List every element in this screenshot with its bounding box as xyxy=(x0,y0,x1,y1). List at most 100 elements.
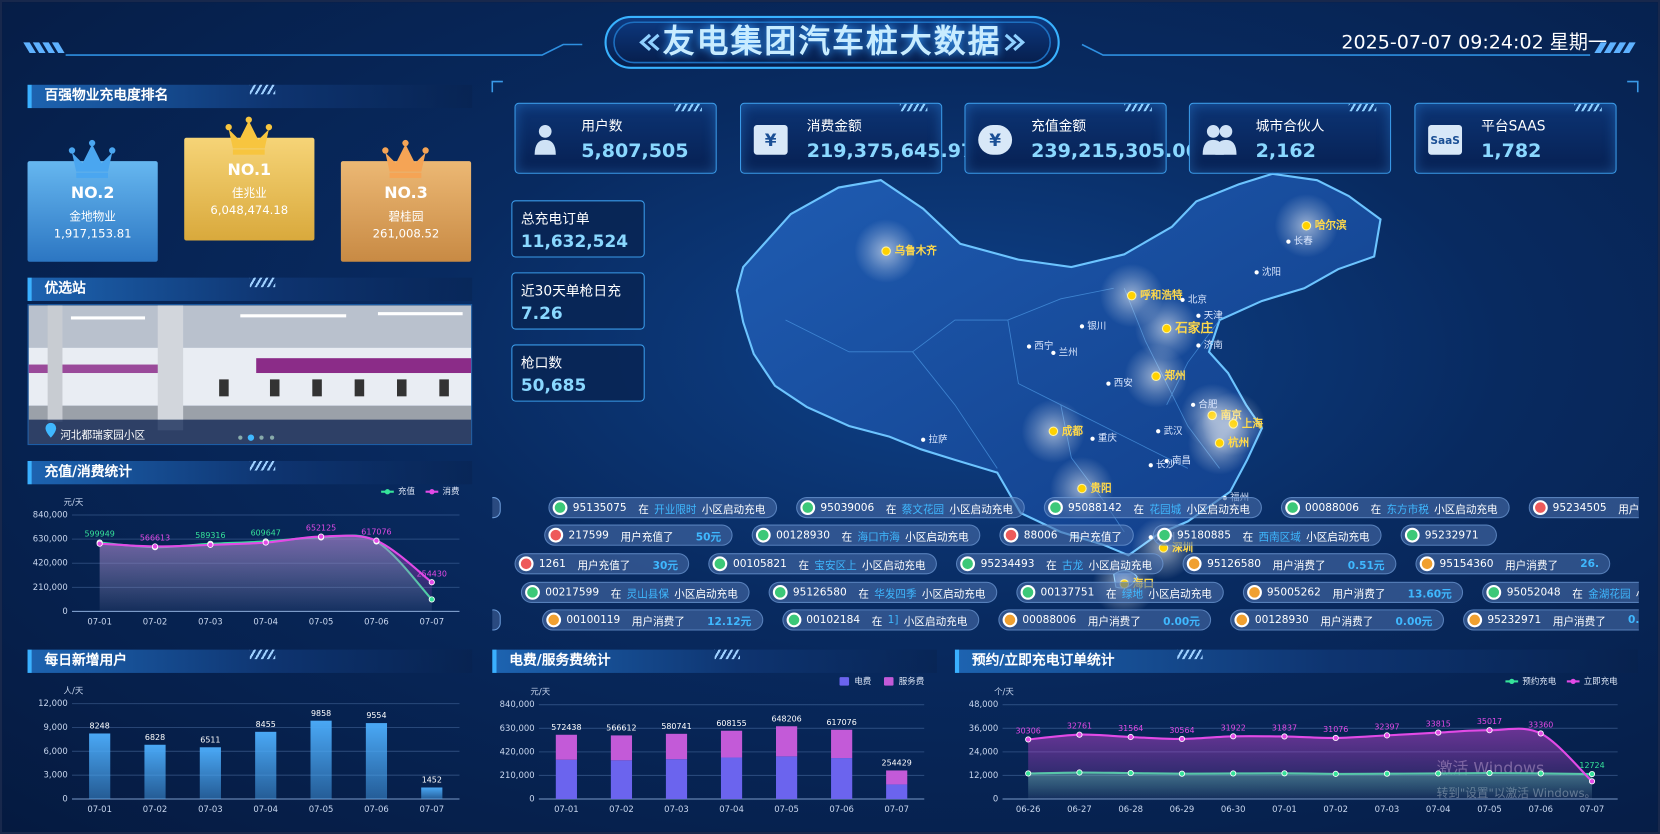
x-tick-label: 07-01 xyxy=(87,804,112,814)
panel-header: 电费/服务费统计 xyxy=(492,649,937,673)
ticker-arrow xyxy=(492,497,501,519)
city-label: 沈阳 xyxy=(1262,266,1281,278)
y-tick-label: 9,000 xyxy=(44,722,68,732)
value-label: 31922 xyxy=(1221,723,1246,732)
crown-band xyxy=(389,172,422,179)
bar xyxy=(144,744,166,800)
action: 在 xyxy=(1370,503,1382,516)
x-tick-label: 07-01 xyxy=(554,804,579,814)
place: 金湖花园 xyxy=(1588,588,1631,601)
point xyxy=(1486,770,1493,777)
icon-head xyxy=(1206,125,1220,138)
crown-shape xyxy=(385,144,426,172)
user-id: 95234493 xyxy=(980,557,1035,570)
total-label: 580741 xyxy=(661,722,691,731)
value-label: 12724 xyxy=(1579,761,1604,770)
place: 宝安区上 xyxy=(814,560,857,572)
city-label: 天津 xyxy=(1204,310,1224,321)
stat-value: 11,632,524 xyxy=(520,231,629,252)
x-tick-label: 07-03 xyxy=(198,804,223,814)
action: 在 xyxy=(1242,531,1254,544)
crown-gem xyxy=(245,116,252,123)
x-tick-label: 07-04 xyxy=(1426,804,1451,814)
icon-body xyxy=(534,139,556,155)
city-dot xyxy=(1286,239,1291,244)
action: 在 xyxy=(638,503,649,516)
photo xyxy=(28,305,472,445)
message: 95234493 在古龙 小区启动充电 xyxy=(956,553,1164,575)
amount: 0.51元 xyxy=(1347,560,1385,572)
action: 在 xyxy=(1106,588,1117,601)
city-label: 重庆 xyxy=(1098,432,1118,444)
action: 用户消费了 xyxy=(1320,616,1374,628)
bar-segment xyxy=(720,757,743,800)
kpi-label: 用户数 xyxy=(581,118,623,135)
message: 95039006 在蔡文花园 小区启动充电 xyxy=(796,497,1025,519)
city-dot xyxy=(1106,381,1111,386)
x-tick-label: 06-26 xyxy=(1016,804,1041,814)
y-tick-label: 0 xyxy=(529,794,534,804)
bar xyxy=(421,787,443,800)
point xyxy=(1383,732,1391,739)
point xyxy=(1281,733,1288,740)
header-line xyxy=(65,43,583,56)
message: 95088142 在花园城 小区启动充电 xyxy=(1043,497,1262,519)
crown-gem xyxy=(422,147,429,154)
amount: 50元 xyxy=(695,531,722,544)
message-icon xyxy=(1234,612,1250,628)
place: 花园城 xyxy=(1149,503,1182,516)
action-tail: 小区启动充电 xyxy=(921,588,986,601)
bar-segment xyxy=(776,726,798,757)
y-tick-label: 420,000 xyxy=(33,558,68,568)
city-dot xyxy=(1090,436,1095,441)
ticker-arrow xyxy=(492,609,501,631)
y-tick-label: 630,000 xyxy=(500,723,535,733)
action: 在 xyxy=(610,588,622,601)
city-label: 济南 xyxy=(1204,339,1223,351)
kpi-stripes xyxy=(1574,103,1602,112)
amount: 13.60元 xyxy=(1407,588,1452,601)
point xyxy=(1178,735,1186,743)
x-tick-label: 07-02 xyxy=(143,804,168,814)
panel-header: 预约/立即充电订单统计 xyxy=(954,649,1638,673)
message-icon xyxy=(1284,500,1300,516)
bar xyxy=(310,720,332,800)
message-icon xyxy=(518,556,534,572)
icon-head xyxy=(538,125,552,138)
x-tick-label: 07-04 xyxy=(253,804,278,814)
x-tick-label: 07-05 xyxy=(1477,804,1502,814)
message-icon xyxy=(552,500,568,516)
area xyxy=(99,535,432,612)
total-label: 254429 xyxy=(882,759,912,768)
y-tick-label: 36,000 xyxy=(969,723,999,733)
rank-label: NO.1 xyxy=(227,160,272,180)
value-label: 617076 xyxy=(361,528,391,537)
bar xyxy=(365,723,388,800)
value-label: 35017 xyxy=(1477,717,1502,726)
message: 00128930 在海口市海 小区启动充电 xyxy=(751,524,981,546)
value-label: 652125 xyxy=(306,524,336,533)
user-id: 00100119 xyxy=(566,614,621,626)
icon-text: ¥ xyxy=(765,130,777,150)
x-tick-label: 07-01 xyxy=(87,617,112,627)
action: 在 xyxy=(858,588,869,601)
kpi-value: 219,375,645.97 xyxy=(806,139,975,163)
header-stripes xyxy=(249,84,276,95)
chart: 人/天 0 3,000 6,000 9,000 12,000 07-01 07-02 07-03… xyxy=(38,685,460,814)
crown-gem xyxy=(265,123,273,131)
message-icon xyxy=(546,612,562,628)
legend-marker xyxy=(384,489,391,495)
bar-segment xyxy=(886,770,908,785)
point xyxy=(1281,770,1288,777)
value-label: 9554 xyxy=(366,711,386,720)
x-tick-label: 07-03 xyxy=(198,617,223,627)
user-id: 95232971 xyxy=(1487,614,1542,626)
message-icon xyxy=(1419,556,1435,572)
crown xyxy=(382,139,429,179)
value-label: 8455 xyxy=(256,720,276,729)
amount: 30元 xyxy=(652,560,678,572)
point xyxy=(1588,770,1596,778)
kpi-card: SaaS 平台SAAS 1,782 xyxy=(1414,102,1617,174)
crown-band xyxy=(232,149,265,155)
stat-box: 近30天单枪日充 7.26 xyxy=(511,272,645,330)
